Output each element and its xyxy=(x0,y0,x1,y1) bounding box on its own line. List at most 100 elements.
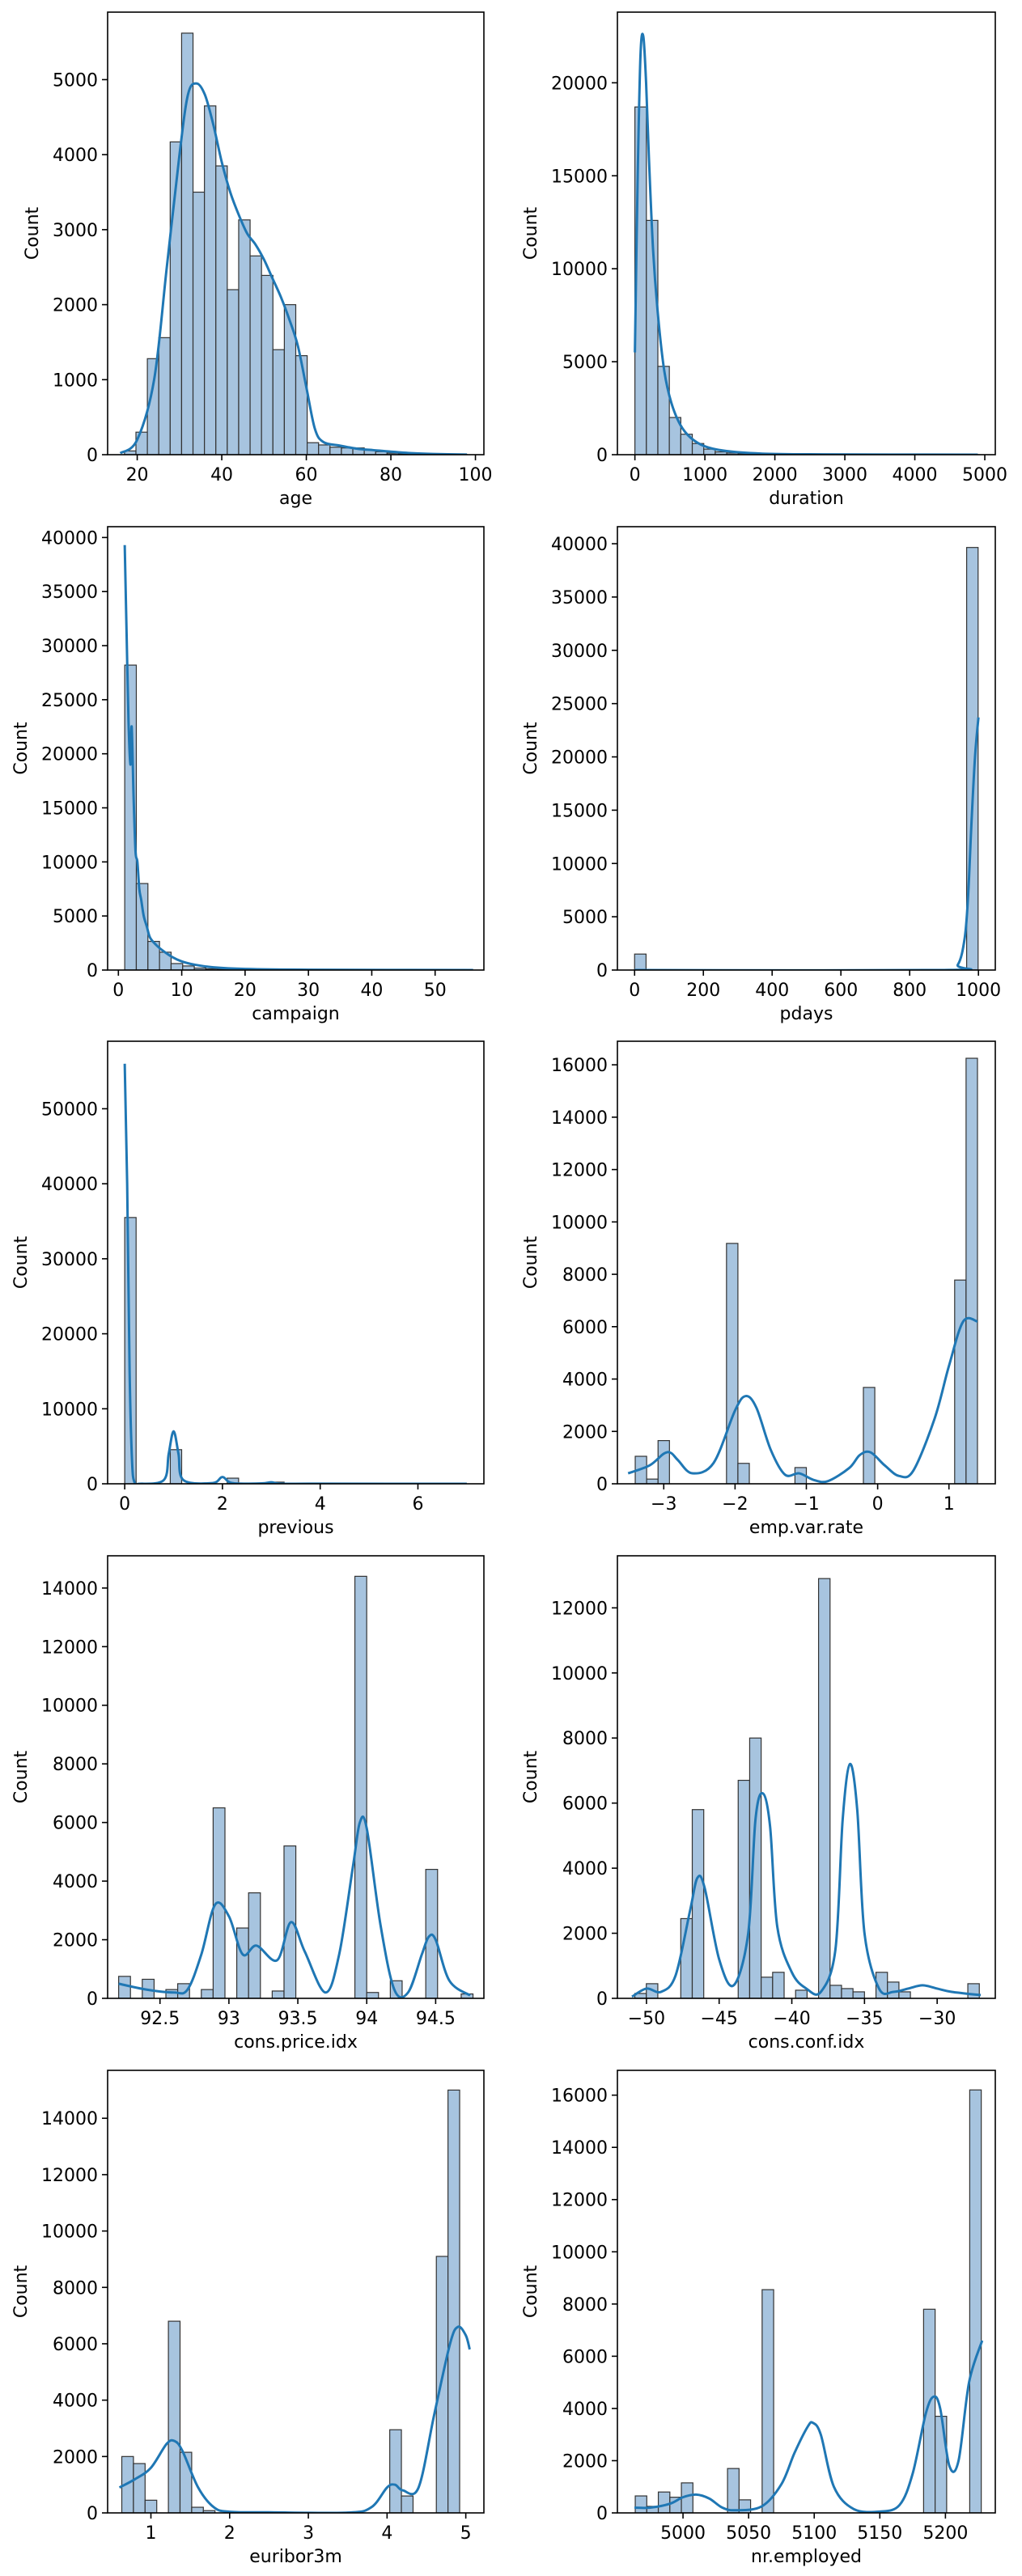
y-tick-label: 50000 xyxy=(41,1099,98,1120)
histogram-bar xyxy=(283,303,297,455)
y-tick-label: 2000 xyxy=(562,1925,608,1945)
y-tick-label: 4000 xyxy=(53,2392,98,2412)
y-tick-label: 30000 xyxy=(551,642,608,662)
histogram-bar xyxy=(634,2495,647,2513)
kde-line xyxy=(123,1063,467,1484)
x-tick-label: 6 xyxy=(412,1494,423,1515)
y-tick-label: 10000 xyxy=(551,854,608,875)
axes-frame xyxy=(617,11,996,455)
x-tick-label: 93.5 xyxy=(278,2009,318,2029)
y-tick-label: 4000 xyxy=(53,1872,98,1892)
x-tick-label: −30 xyxy=(918,2009,956,2029)
kde-line xyxy=(634,717,980,970)
y-axis-label: Count xyxy=(11,2265,32,2318)
histogram-bar xyxy=(829,1985,842,1998)
histogram-bar xyxy=(144,2499,158,2513)
x-tick-label: 5100 xyxy=(791,2523,837,2544)
histogram-bar xyxy=(307,442,320,455)
y-tick-label: 8000 xyxy=(53,2278,98,2298)
y-axis-label: Count xyxy=(11,1235,32,1289)
histogram-panel-campaign: 0 10 20 30 40 50 0 5000 10000 15000 20000 25000 3000… xyxy=(11,526,485,1024)
plot-area xyxy=(123,544,473,970)
histogram-bar xyxy=(215,165,228,455)
histogram-bar xyxy=(761,2289,774,2513)
y-tick-label: 0 xyxy=(596,446,608,466)
histogram-bar xyxy=(795,1989,808,1998)
x-tick-label: 1000 xyxy=(956,981,1001,1001)
histogram-bar xyxy=(969,2089,982,2513)
y-tick-label: 35000 xyxy=(41,583,98,603)
y-tick-label: 4000 xyxy=(562,1859,608,1879)
histogram-bar xyxy=(158,337,171,455)
y-tick-label: 0 xyxy=(87,1475,98,1495)
y-tick-label: 40000 xyxy=(41,1175,98,1195)
x-axis-label: emp.var.rate xyxy=(749,1518,863,1538)
histogram-bar xyxy=(965,1057,978,1484)
histogram-bar xyxy=(841,1988,854,1998)
histogram-bar xyxy=(657,2491,671,2513)
y-tick-label: 2000 xyxy=(53,1931,98,1951)
x-tick-label: 93 xyxy=(218,2009,240,2029)
histogram-bar xyxy=(192,191,206,455)
y-tick-label: 10000 xyxy=(41,1400,98,1420)
plot-area xyxy=(634,547,980,970)
kde-line xyxy=(634,2340,984,2513)
y-tick-label: 12000 xyxy=(41,2166,98,2186)
y-axis-label: Count xyxy=(11,722,32,775)
x-tick-label: 5000 xyxy=(962,465,1007,485)
histogram-bar xyxy=(922,2308,936,2513)
plot-area xyxy=(119,32,468,455)
histogram-bar xyxy=(249,255,262,455)
histogram-bar xyxy=(898,1991,911,1998)
kde-line xyxy=(627,1316,978,1484)
x-axis-label: nr.employed xyxy=(751,2547,862,2567)
y-tick-label: 12000 xyxy=(551,2191,608,2211)
x-tick-label: 50 xyxy=(424,981,447,1001)
x-tick-label: 30 xyxy=(297,981,320,1001)
plot-area xyxy=(631,1578,982,1998)
x-tick-label: 80 xyxy=(380,465,402,485)
axes-frame xyxy=(107,11,485,455)
y-tick-label: 0 xyxy=(596,2504,608,2524)
y-tick-label: 25000 xyxy=(551,695,608,715)
x-tick-label: 4000 xyxy=(893,465,938,485)
histogram-bar xyxy=(401,2495,414,2513)
histogram-bar xyxy=(657,366,670,455)
x-tick-label: 20 xyxy=(126,465,149,485)
histogram-bar xyxy=(366,1992,380,1998)
histogram-bar xyxy=(235,1927,249,1998)
x-axis-label: previous xyxy=(257,1518,333,1538)
y-tick-label: 10000 xyxy=(41,853,98,873)
y-tick-label: 40000 xyxy=(41,528,98,549)
x-axis-label: cons.price.idx xyxy=(234,2032,358,2053)
y-tick-label: 20000 xyxy=(41,745,98,765)
x-tick-label: 5150 xyxy=(857,2523,902,2544)
histogram-bar xyxy=(118,1976,131,1998)
x-tick-label: 400 xyxy=(755,981,789,1001)
x-axis-label: pdays xyxy=(780,1004,833,1024)
y-tick-label: 5000 xyxy=(53,70,98,91)
y-tick-label: 10000 xyxy=(551,2243,608,2263)
y-tick-label: 6000 xyxy=(562,2347,608,2367)
x-tick-label: 2 xyxy=(217,1494,228,1515)
y-tick-label: 20000 xyxy=(551,748,608,769)
y-tick-label: 10000 xyxy=(41,1697,98,1717)
histogram-bar xyxy=(354,1575,367,1998)
histogram-bar xyxy=(935,2415,948,2513)
y-tick-label: 12000 xyxy=(551,1161,608,1181)
axes-frame xyxy=(107,1040,485,1485)
histogram-bar xyxy=(135,431,148,455)
histogram-bar xyxy=(177,1983,190,1998)
plot-area xyxy=(118,1575,474,1998)
x-tick-label: 3 xyxy=(303,2523,314,2544)
histogram-bar xyxy=(271,1990,285,1998)
y-tick-label: 8000 xyxy=(562,1265,608,1286)
histogram-panel-euribor3m: 1 2 3 4 5 0 2000 4000 6000 8000 10000 12000 14000 eur… xyxy=(11,2070,485,2567)
y-tick-label: 12000 xyxy=(551,1599,608,1619)
histogram-bar xyxy=(726,1243,739,1484)
y-tick-label: 2000 xyxy=(53,2447,98,2468)
histogram-bar xyxy=(646,1478,659,1484)
histogram-panel-pdays: 0 200 400 600 800 100005000100001500020000250… xyxy=(521,526,1001,1024)
y-tick-label: 10000 xyxy=(551,1213,608,1233)
